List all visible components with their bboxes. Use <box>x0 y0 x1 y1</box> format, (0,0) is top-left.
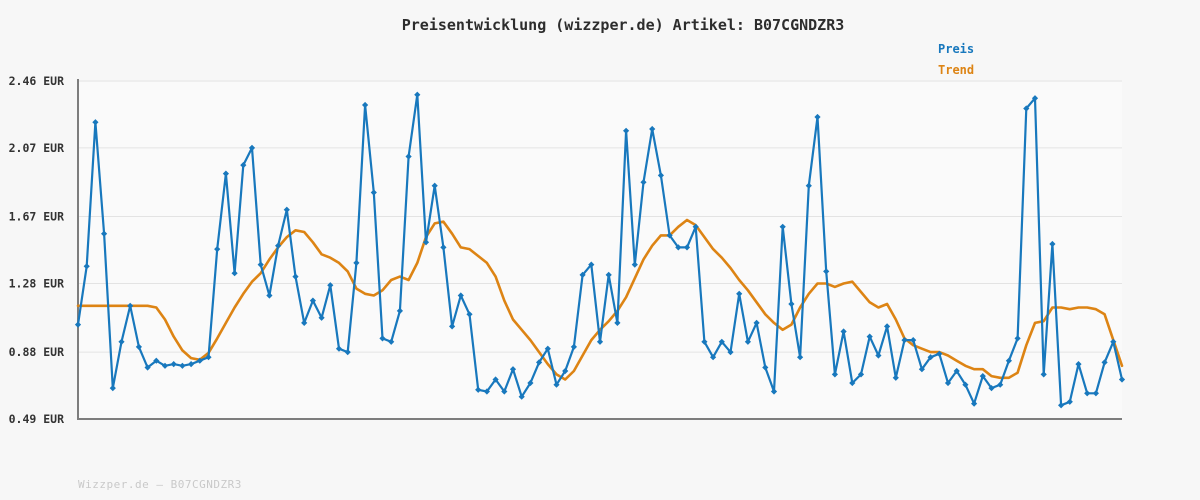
legend-item-trend: Trend <box>938 63 975 77</box>
y-tick-label: 2.46 EUR <box>9 74 64 88</box>
legend: Preis Trend <box>938 39 974 81</box>
y-tick-label: 2.07 EUR <box>9 141 64 155</box>
y-tick-label: 1.28 EUR <box>9 277 64 291</box>
y-tick-label: 0.88 EUR <box>9 345 64 359</box>
y-tick-label: 1.67 EUR <box>9 210 64 224</box>
legend-item-preis: Preis <box>938 42 975 56</box>
plot-background <box>78 80 1122 419</box>
watermark: Wizzper.de – B07CGNDZR3 <box>78 478 242 491</box>
chart-title: Preisentwicklung (wizzper.de) Artikel: B… <box>401 16 845 34</box>
series-line-trend <box>76 218 1124 381</box>
y-tick-label: 0.49 EUR <box>9 412 64 426</box>
